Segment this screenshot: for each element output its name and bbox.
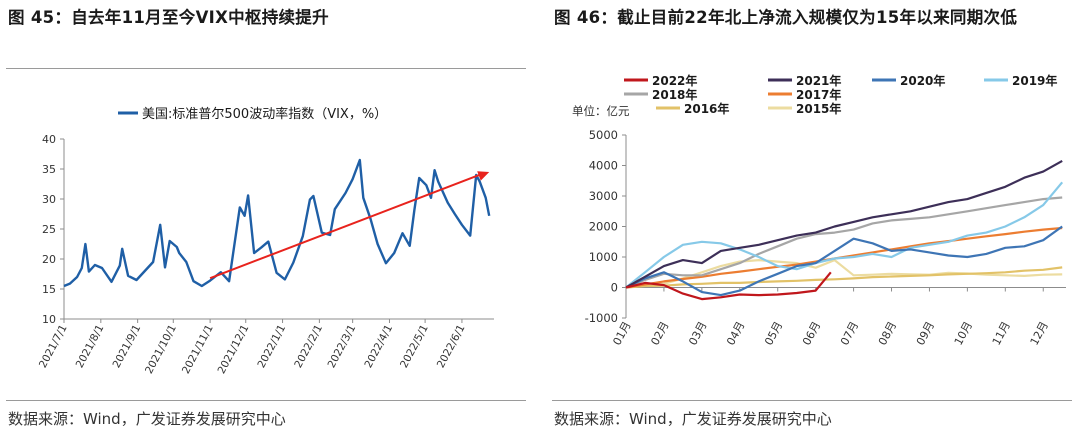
y-tick-label: 4000 <box>589 159 618 173</box>
x-tick-label: 2021/10/1 <box>143 323 179 376</box>
legend-label: 2016年 <box>684 101 729 116</box>
y-tick-label: 25 <box>42 223 56 236</box>
y-tick-label: 10 <box>42 313 56 326</box>
right-source-rule <box>552 400 1072 401</box>
y-tick-label: 3000 <box>589 189 618 203</box>
legend-label: 2015年 <box>796 101 841 116</box>
x-tick-label: 2022/6/1 <box>435 323 468 370</box>
left-source-rule <box>6 400 526 401</box>
left-figure-title: 图 45：自去年11月至今VIX中枢持续提升 <box>8 8 329 27</box>
x-tick-label: 2021/8/1 <box>74 323 107 370</box>
x-tick-label: 07月 <box>838 319 861 347</box>
vix-series-line <box>63 158 491 288</box>
y-tick-label: 1000 <box>589 250 618 264</box>
y-tick-label: 5000 <box>589 128 618 142</box>
right-source-note: 数据来源：Wind，广发证券发展研究中心 <box>554 410 832 428</box>
x-tick-label: 02月 <box>648 319 671 347</box>
series-line-2016年 <box>625 266 1063 289</box>
x-tick-label: 2022/3/1 <box>326 323 359 370</box>
y-tick-label: 30 <box>42 193 56 206</box>
trend-arrow-shaft <box>209 173 482 280</box>
series-line-2015年 <box>625 259 1063 289</box>
x-tick-label: 2022/4/1 <box>362 323 395 370</box>
y-tick-label: 35 <box>42 163 56 176</box>
y-tick-label: 15 <box>42 283 56 296</box>
y-tick-label: 0 <box>611 281 618 295</box>
x-tick-label: 2021/9/1 <box>111 323 144 370</box>
legend-label: 2019年 <box>1012 73 1057 88</box>
right-figure-panel: 图 46：截止目前22年北上净流入规模仅为15年以来同期次低 单位：亿元 2022… <box>548 0 1080 442</box>
series-line-2019年 <box>625 181 1064 289</box>
x-tick-label: 2022/1/1 <box>255 323 288 370</box>
x-tick-label: 09月 <box>914 319 937 347</box>
x-tick-label: 2022/5/1 <box>398 323 431 370</box>
x-tick-label: 03月 <box>686 319 709 347</box>
x-tick-label: 10月 <box>952 319 975 347</box>
x-tick-label: 12月 <box>1028 319 1051 347</box>
x-tick-label: 2021/11/1 <box>180 323 216 376</box>
left-title-rule <box>6 68 526 69</box>
left-source-note: 数据来源：Wind，广发证券发展研究中心 <box>8 410 286 428</box>
series-line-2022年 <box>625 271 832 301</box>
series-line-2021年 <box>625 159 1063 289</box>
series-line-2020年 <box>625 225 1063 297</box>
legend-label: 美国:标准普尔500波动率指数（VIX，%） <box>142 106 387 122</box>
y-tick-label: 20 <box>42 253 56 266</box>
x-tick-label: 06月 <box>800 319 823 347</box>
left-figure-panel: 图 45：自去年11月至今VIX中枢持续提升 10 15 20 25 30 35 40 202… <box>0 0 530 442</box>
right-figure-title: 图 46：截止目前22年北上净流入规模仅为15年以来同期次低 <box>554 8 1018 27</box>
legend-label: 2021年 <box>796 73 841 88</box>
unit-label: 单位：亿元 <box>572 104 630 118</box>
northbound-flow-chart: 单位：亿元 2022年 2021年 2020年 2019年 2018年 2017年 2016年… <box>572 73 1066 347</box>
x-tick-label: 05月 <box>762 319 785 347</box>
y-tick-label: 2000 <box>589 220 618 234</box>
trend-arrow-head <box>477 171 490 181</box>
y-tick-label: -1000 <box>585 311 618 325</box>
x-tick-label: 2021/12/1 <box>216 323 252 376</box>
x-tick-label: 04月 <box>724 319 747 347</box>
legend-label: 2022年 <box>652 73 697 88</box>
legend-label: 2017年 <box>796 87 841 102</box>
x-tick-label: 2021/7/1 <box>37 323 70 370</box>
y-tick-label: 40 <box>42 133 56 146</box>
x-tick-label: 2022/2/1 <box>292 323 325 370</box>
series-line-2018年 <box>625 196 1063 289</box>
x-tick-label: 11月 <box>990 319 1013 347</box>
legend-label: 2020年 <box>900 73 945 88</box>
legend-label: 2018年 <box>652 87 697 102</box>
x-tick-label: 08月 <box>876 319 899 347</box>
